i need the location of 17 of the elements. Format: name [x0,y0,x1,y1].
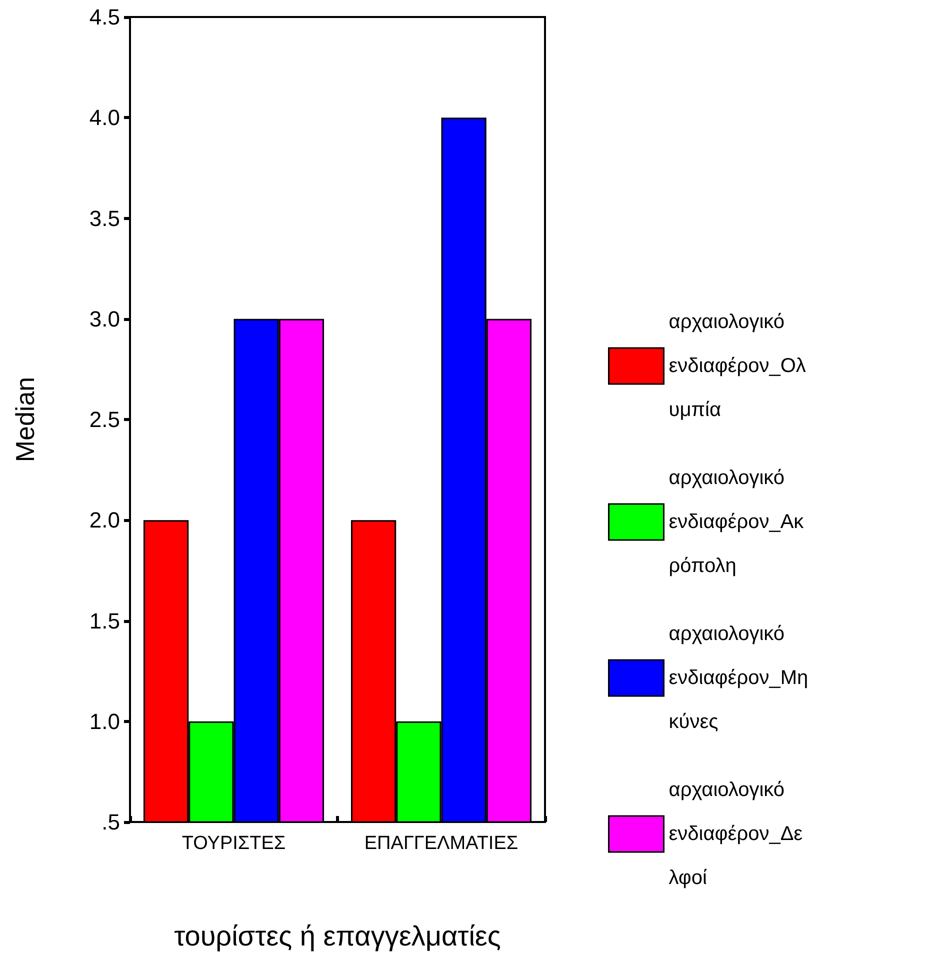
legend-label: αρχαιολογικό ενδιαφέρον_Ακρόπολη [668,467,805,577]
x-tick-label: ΤΟΥΡΙΣΤΕΣ [182,833,286,854]
y-axis-title: Median [10,376,40,462]
x-tick-label: ΕΠΑΓΓΕΛΜΑΤΙΕΣ [364,833,518,854]
y-tick-label: 2.5 [89,407,120,432]
y-tick-label: 4.5 [89,4,120,30]
y-tick-label: 1.0 [89,708,120,734]
y-tick-label: 3.5 [89,206,120,231]
y-tick-label: 1.5 [89,608,120,634]
y-tick-label: 4.0 [89,105,120,130]
legend-label: αρχαιολογικό ενδιαφέρον_Ολυμπία [668,311,806,421]
y-tick-label: 2.0 [89,508,120,533]
x-axis-title: τουρίστες ή επαγγελματίες [174,920,501,952]
legend-label: αρχαιολογικό ενδιαφέρον_Δελφοί [668,779,803,889]
y-tick-label: 3.0 [89,306,120,332]
y-tick-label: .5 [102,810,120,834]
legend-label: αρχαιολογικό ενδιαφέρον_Μηκύνες [668,623,808,733]
